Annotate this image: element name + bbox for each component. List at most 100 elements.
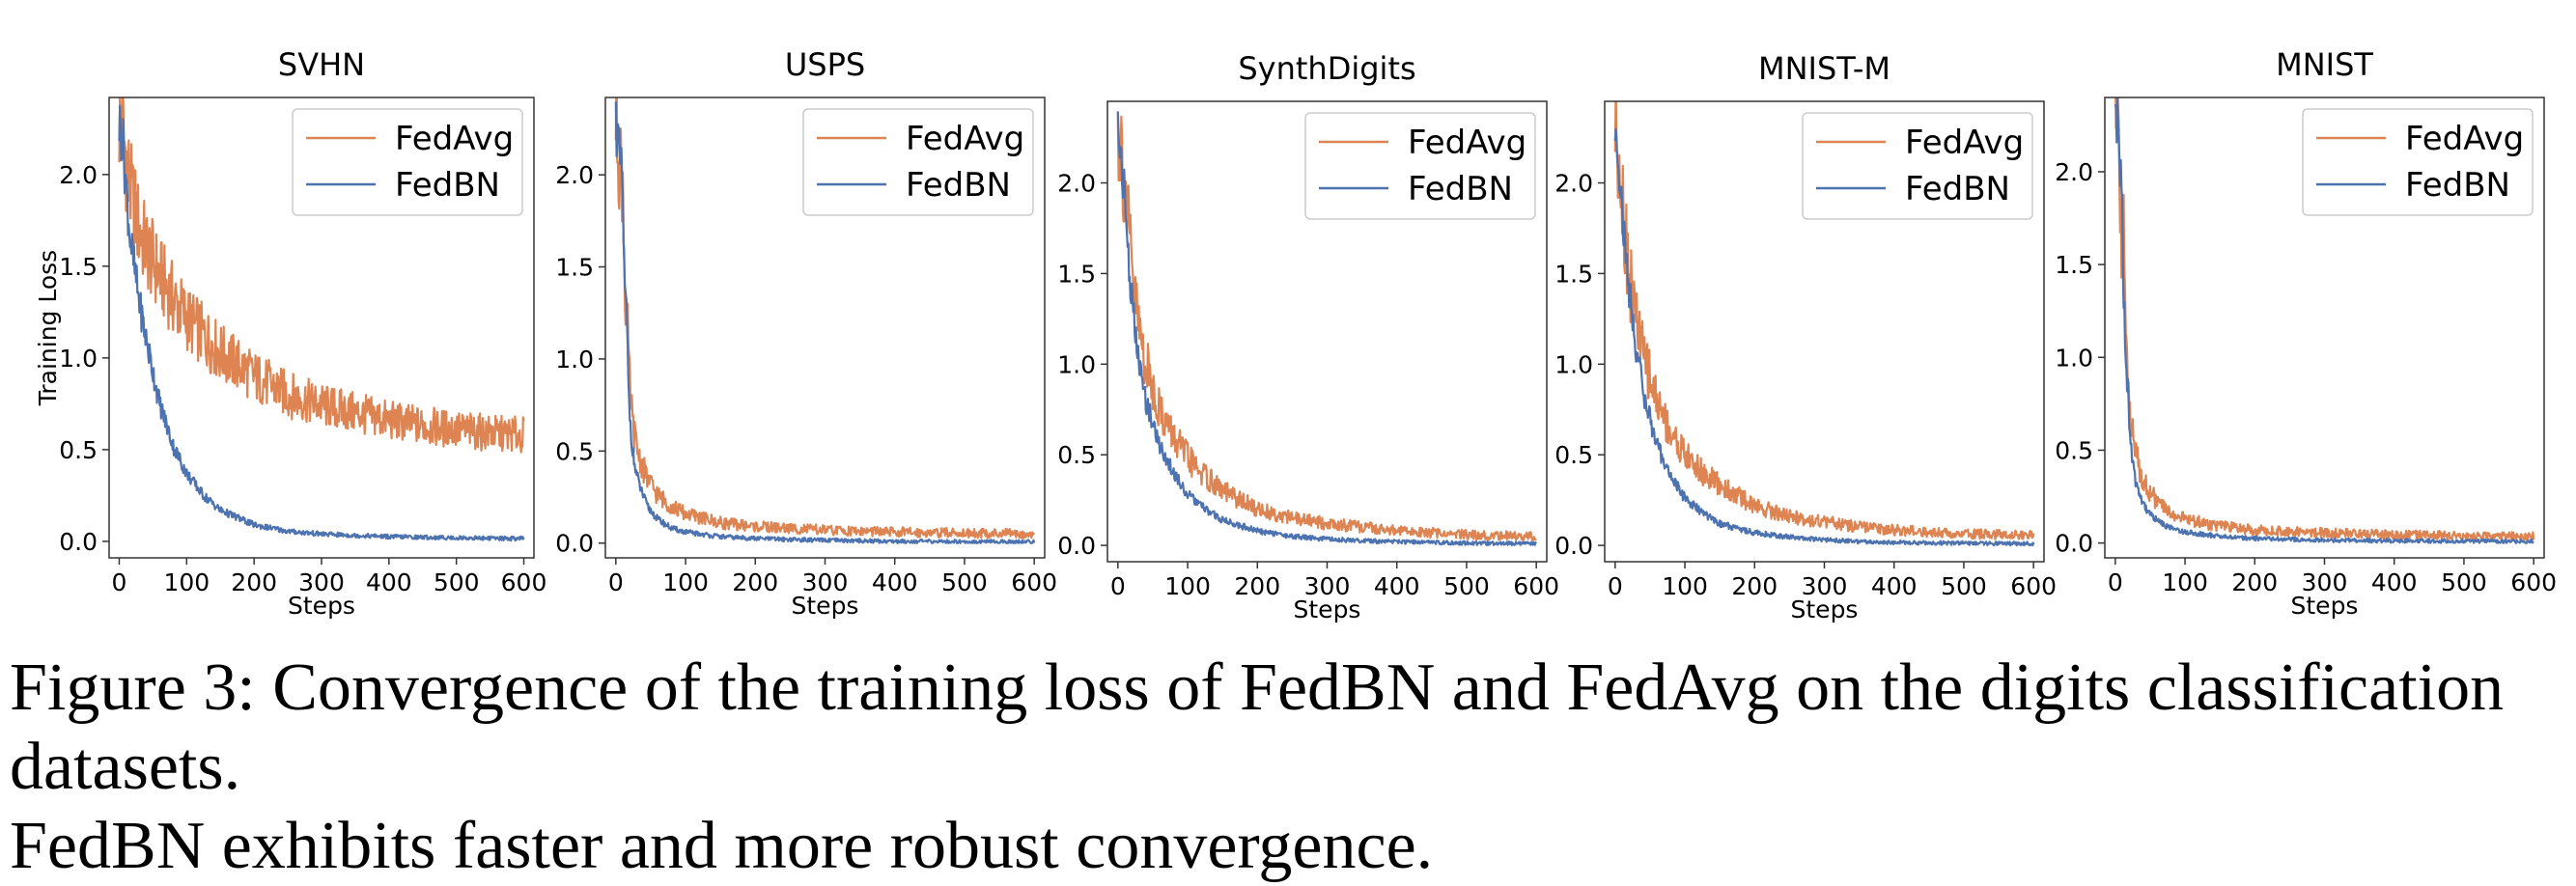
x-tick-label: 600 [1011,568,1057,596]
x-tick-label: 500 [434,568,480,596]
x-tick-label: 100 [1662,572,1708,600]
y-tick-label: 2.0 [2055,158,2093,186]
legend-box [1304,112,1536,220]
y-tick-label: 0.5 [1057,441,1096,469]
y-tick-label: 2.0 [59,161,98,189]
y-tick-label: 1.0 [1057,350,1096,378]
chart-title: USPS [785,46,865,83]
x-tick-label: 400 [2371,568,2418,596]
legend-box [1802,112,2033,220]
x-tick-label: 0 [1608,572,1623,600]
x-axis-label: Steps [792,592,859,620]
y-tick-label: 1.5 [1554,260,1593,288]
chart-panel-1: USPS 0 100 200 300 400 500 600 0.0 0.5 1.0 1.5 2.0 St… [555,46,1057,620]
caption-line-1: Figure 3: Convergence of the training lo… [10,651,2505,804]
x-tick-label: 100 [2162,568,2208,596]
series-line-fedbn [2114,97,2534,544]
y-tick-label: 0.0 [2055,530,2093,558]
y-axis-label: Training Loss [34,250,62,406]
y-tick-label: 1.0 [59,345,98,373]
series-line-fedavg [2114,97,2535,542]
x-tick-label: 200 [1731,572,1778,600]
x-tick-label: 500 [1941,572,1987,600]
y-tick-label: 0.0 [1554,532,1593,560]
legend-box [2302,108,2534,216]
x-tick-label: 400 [1871,572,1918,600]
x-tick-label: 500 [1443,572,1490,600]
x-tick-label: 0 [1110,572,1126,600]
y-tick-label: 2.0 [555,161,594,189]
legend-label-fedbn: FedBN [906,166,1011,205]
legend: FedAvg FedBN [802,108,1034,216]
y-tick-label: 2.0 [1057,170,1096,198]
legend: FedAvg FedBN [1802,112,2033,220]
x-tick-label: 0 [608,568,624,596]
chart-title: SVHN [278,46,365,83]
legend: FedAvg FedBN [2302,108,2534,216]
y-tick-label: 0.5 [2055,436,2093,464]
chart-title: MNIST [2276,46,2373,83]
x-tick-label: 600 [1513,572,1559,600]
chart-title: SynthDigits [1238,50,1415,87]
y-tick-label: 1.0 [1554,350,1593,378]
legend-label-fedbn: FedBN [1905,170,2010,208]
x-tick-label: 200 [732,568,778,596]
caption-line-2: FedBN exhibits faster and more robust co… [10,809,1434,883]
x-tick-label: 300 [1802,572,1848,600]
legend: FedAvg FedBN [292,108,523,216]
y-tick-label: 0.5 [555,437,594,465]
chart-panel-0: SVHN 0 100 200 300 400 500 600 0.0 0.5 1.0 1.5 2.0 St… [34,46,546,620]
legend-label-fedbn: FedBN [1408,170,1513,208]
legend-box [292,108,523,216]
series-line-fedbn [118,104,525,542]
x-tick-label: 400 [872,568,918,596]
legend-label-fedbn: FedBN [2405,166,2510,205]
legend-label-fedavg: FedAvg [2405,120,2524,158]
chart-panel-2: SynthDigits 0 100 200 300 400 500 600 0.0 0.5 1.0 1… [1057,50,1559,623]
y-tick-label: 0.5 [1554,441,1593,469]
x-tick-label: 300 [298,568,345,596]
x-tick-label: 0 [112,568,127,596]
legend-label-fedavg: FedAvg [906,120,1024,158]
y-tick-label: 1.5 [2055,251,2093,279]
x-tick-label: 600 [2510,568,2557,596]
series-group [2114,97,2535,544]
series-line-fedbn [1613,127,2035,547]
legend-label-fedavg: FedAvg [1905,124,2024,162]
x-tick-label: 500 [941,568,988,596]
x-tick-label: 200 [1234,572,1280,600]
x-axis-label: Steps [1294,595,1361,623]
series-group [1116,111,1538,547]
series-line-fedavg [118,97,525,454]
x-tick-label: 300 [1304,572,1351,600]
legend-label-fedavg: FedAvg [1408,124,1526,162]
x-axis-label: Steps [288,592,355,620]
x-tick-label: 600 [501,568,547,596]
legend: FedAvg FedBN [1304,112,1536,220]
series-line-fedavg [614,97,1035,540]
y-tick-label: 1.0 [555,346,594,374]
x-axis-label: Steps [2291,592,2359,620]
x-tick-label: 200 [231,568,277,596]
y-tick-label: 0.0 [59,528,98,556]
series-line-fedavg [1613,101,2035,540]
x-axis-label: Steps [1791,595,1859,623]
y-tick-label: 0.0 [555,530,594,558]
x-tick-label: 100 [1164,572,1211,600]
series-group [118,97,525,542]
y-tick-label: 0.5 [59,436,98,464]
y-tick-label: 0.0 [1057,532,1096,560]
x-tick-label: 0 [2108,568,2123,596]
y-tick-label: 1.0 [2055,344,2093,372]
legend-label-fedavg: FedAvg [395,120,514,158]
x-tick-label: 400 [366,568,412,596]
x-tick-label: 600 [2010,572,2057,600]
y-tick-label: 1.5 [555,254,594,282]
series-line-fedavg [1116,113,1537,542]
x-tick-label: 200 [2231,568,2278,596]
y-tick-label: 1.5 [1057,260,1096,288]
figure-caption: Figure 3: Convergence of the training lo… [10,649,2568,886]
series-group [614,97,1036,544]
x-tick-label: 100 [163,568,210,596]
